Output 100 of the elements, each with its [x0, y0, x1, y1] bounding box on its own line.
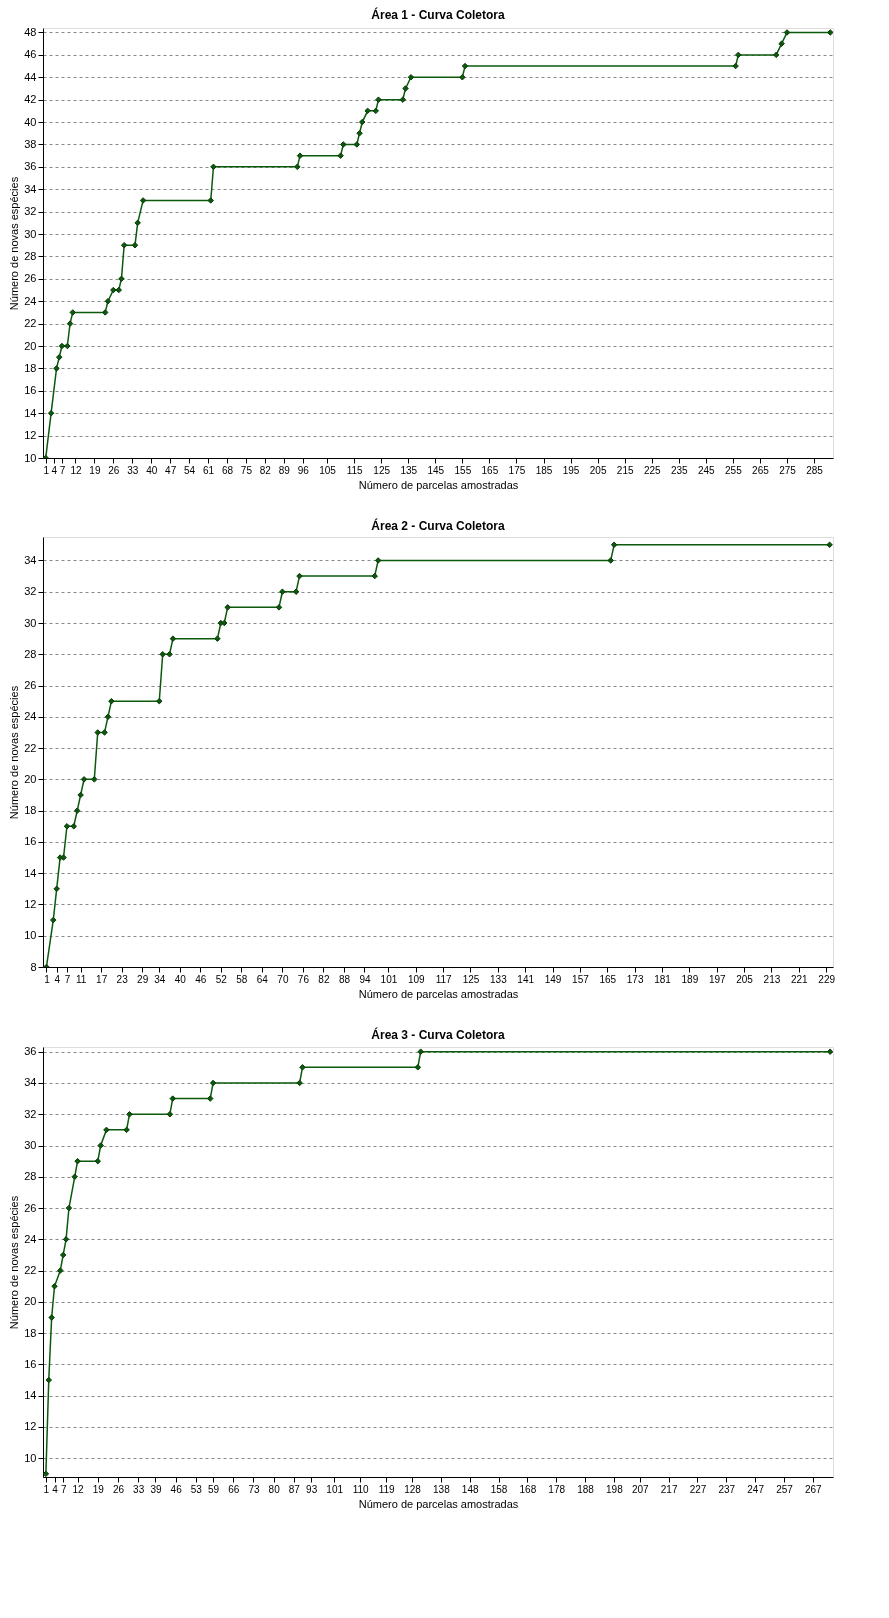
x-tick-label: 96 [297, 464, 310, 476]
y-tick-label: 14 [24, 406, 37, 419]
point [53, 885, 60, 893]
point [337, 152, 344, 159]
point [732, 62, 739, 70]
x-tick-label: 165 [481, 464, 499, 476]
x-tick-label: 109 [407, 973, 426, 985]
point [134, 219, 141, 227]
y-tick-label: 24 [24, 710, 37, 723]
x-tick-label: 138 [433, 1483, 451, 1495]
y-tick-label: 36 [24, 1045, 37, 1058]
point [70, 823, 78, 830]
x-tick-label: 173 [626, 973, 644, 985]
point [108, 697, 115, 705]
y-tick-label: 24 [24, 1232, 37, 1245]
point [356, 130, 363, 137]
y-tick-label: 18 [24, 361, 37, 374]
x-tick-label: 285 [806, 464, 824, 476]
y-tick-label: 38 [24, 137, 37, 150]
x-tick-label: 141 [517, 973, 535, 985]
point [58, 342, 66, 350]
y-tick-label: 28 [24, 1170, 37, 1183]
point [364, 107, 371, 115]
point [292, 588, 300, 595]
x-tick-label: 19 [92, 1483, 105, 1495]
x-tick-label: 68 [221, 464, 234, 476]
point [94, 729, 101, 736]
x-tick-label: 213 [763, 973, 781, 985]
point [353, 141, 361, 148]
point [414, 1064, 422, 1071]
point [275, 604, 283, 611]
x-tick-label: 235 [670, 464, 689, 476]
point [63, 823, 71, 830]
point [65, 1204, 73, 1212]
x-tick-label: 149 [544, 973, 562, 985]
x-tick-label: 47 [165, 464, 177, 476]
x-tick-label: 40 [146, 464, 158, 476]
point [166, 651, 173, 658]
point [402, 85, 409, 92]
x-tick-label: 225 [643, 464, 662, 476]
chart-title: Área 1 - Curva Coletora [371, 7, 506, 23]
point [207, 197, 214, 204]
x-tick-label: 168 [519, 1483, 537, 1495]
x-tick-label: 125 [462, 973, 480, 985]
x-tick-label: 58 [236, 973, 248, 985]
y-axis-title: Número de novas espécies [8, 1195, 21, 1330]
y-tick-label: 8 [30, 960, 37, 973]
point [104, 297, 112, 305]
x-tick-label: 93 [306, 1483, 318, 1495]
point [53, 365, 60, 372]
y-tick-label: 22 [24, 741, 37, 754]
point [57, 1267, 64, 1274]
x-tick-label: 52 [215, 973, 228, 985]
point [607, 557, 614, 564]
point [66, 320, 74, 327]
point [101, 729, 108, 736]
x-tick-label: 237 [718, 1483, 736, 1495]
point [417, 1048, 424, 1055]
x-tick-label: 64 [256, 973, 269, 985]
point [296, 572, 303, 580]
point [94, 1157, 102, 1165]
y-tick-label: 28 [24, 249, 37, 262]
y-tick-label: 16 [24, 1357, 37, 1370]
point [80, 776, 88, 783]
point [51, 1283, 58, 1290]
x-tick-label: 94 [359, 973, 371, 985]
x-tick-label: 188 [577, 1483, 595, 1495]
y-tick-label: 46 [24, 48, 37, 61]
x-tick-label: 255 [725, 464, 743, 476]
point [459, 74, 466, 81]
x-tick-label: 275 [779, 464, 797, 476]
y-tick-label: 12 [24, 897, 37, 910]
x-tick-label: 205 [736, 973, 754, 985]
point [735, 51, 742, 59]
x-tick-label: 1 [43, 1483, 50, 1495]
y-tick-label: 20 [24, 1295, 37, 1308]
point [778, 40, 785, 47]
chart-title: Área 2 - Curva Coletora [371, 518, 506, 533]
point [71, 1173, 78, 1181]
x-tick-label: 7 [59, 464, 66, 476]
x-tick-label: 19 [89, 464, 101, 476]
x-tick-label: 73 [248, 1483, 260, 1495]
point [115, 286, 122, 294]
y-axis-title: Número de novas espécies [8, 176, 21, 311]
point [461, 62, 469, 70]
point [610, 541, 618, 549]
y-tick-label: 14 [24, 1389, 37, 1402]
y-tick-label: 14 [24, 866, 37, 879]
y-tick-label: 32 [24, 205, 37, 218]
x-tick-label: 61 [202, 464, 215, 476]
x-tick-label: 189 [681, 973, 699, 985]
y-tick-label: 30 [24, 616, 37, 629]
point [74, 1157, 81, 1165]
x-tick-label: 89 [278, 464, 291, 476]
y-tick-label: 10 [24, 451, 37, 464]
point [294, 163, 301, 171]
y-tick-label: 28 [24, 647, 37, 660]
x-tick-label: 33 [127, 464, 139, 476]
y-tick-label: 36 [24, 160, 37, 173]
y-tick-label: 32 [24, 585, 37, 598]
